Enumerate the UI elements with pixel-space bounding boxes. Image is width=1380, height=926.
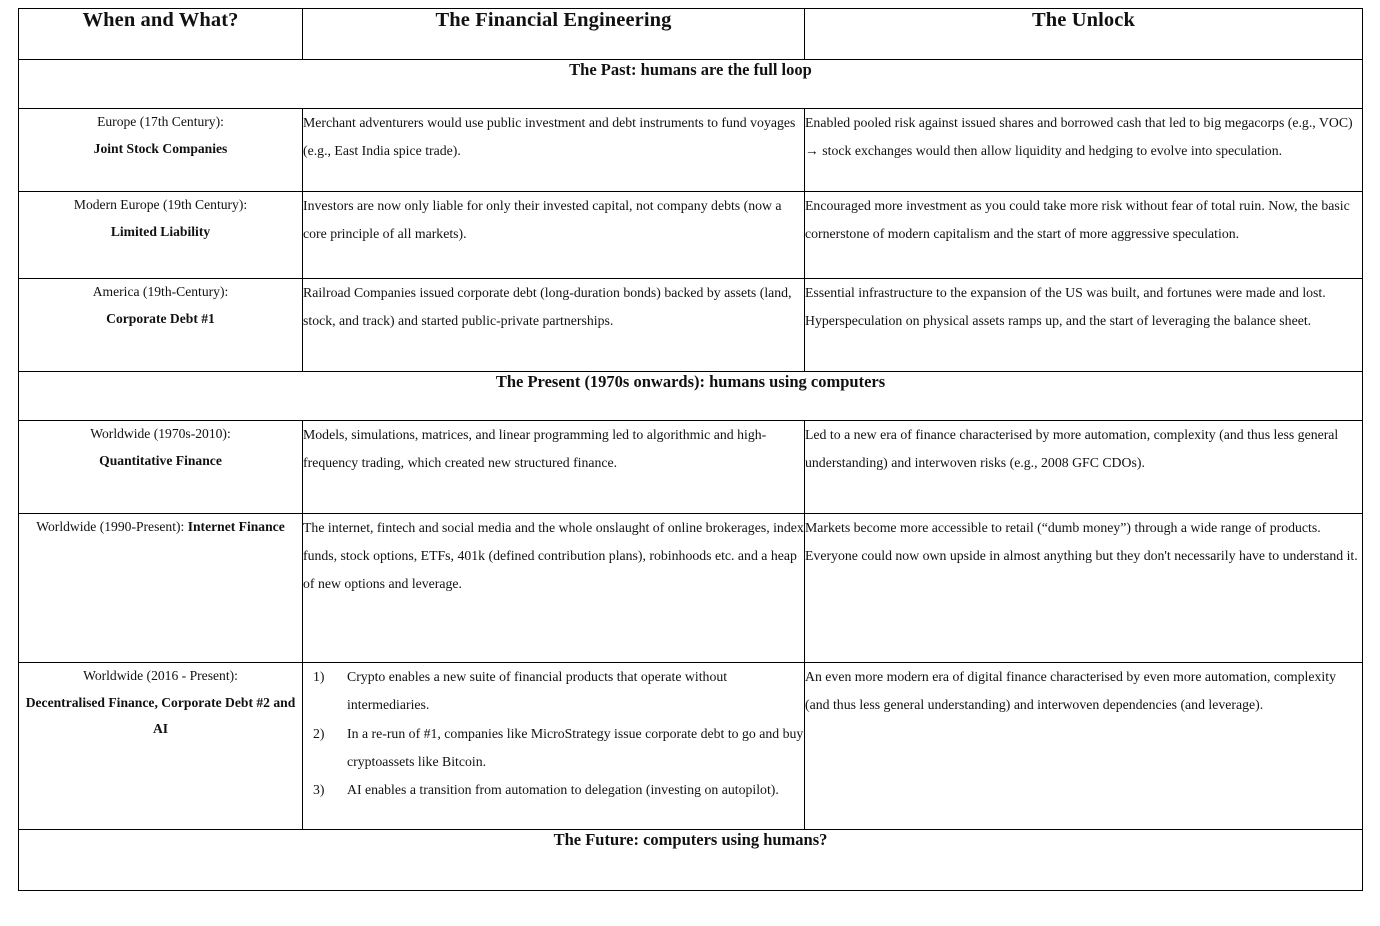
cell-when-joint-stock: Europe (17th Century): Joint Stock Compa…	[18, 108, 303, 192]
cell-unlock-corporate-debt-1: Essential infrastructure to the expansio…	[804, 278, 1363, 372]
era-label: Worldwide (1970s-2010):	[90, 426, 231, 441]
table-row: Modern Europe (19th Century): Limited Li…	[18, 191, 1363, 279]
cell-unlock-defi: An even more modern era of digital finan…	[804, 662, 1363, 830]
list-item: AI enables a transition from automation …	[313, 776, 779, 804]
era-name: Decentralised Finance, Corporate Debt #2…	[25, 694, 296, 737]
cell-when-internet-finance: Worldwide (1990-Present): Internet Finan…	[18, 513, 303, 663]
table-row: Worldwide (2016 - Present): Decentralise…	[18, 662, 1363, 830]
era-label: Europe (17th Century):	[97, 114, 224, 129]
table-row: Worldwide (1990-Present): Internet Finan…	[18, 513, 1363, 663]
list-item: In a re-run of #1, companies like MicroS…	[313, 720, 804, 769]
era-label: Worldwide (2016 - Present):	[83, 668, 238, 683]
section-banner-row-future: The Future: computers using humans?	[18, 829, 1363, 891]
section-banner-past: The Past: humans are the full loop	[18, 59, 1363, 109]
era-label: Modern Europe (19th Century):	[73, 197, 248, 212]
era-name: Corporate Debt #1	[106, 310, 215, 326]
era-label: America (19th-Century):	[92, 284, 229, 299]
era-name: Joint Stock Companies	[93, 140, 228, 156]
column-header-when: When and What?	[18, 8, 303, 60]
section-banner-present: The Present (1970s onwards): humans usin…	[18, 371, 1363, 421]
engineering-numbered-list: Crypto enables a new suite of financial …	[303, 663, 804, 804]
table-row: Worldwide (1970s-2010): Quantitative Fin…	[18, 420, 1363, 514]
cell-engineering-joint-stock: Merchant adventurers would use public in…	[302, 108, 805, 192]
era-name: Quantitative Finance	[99, 452, 222, 468]
era-label: Worldwide (1990-Present):	[36, 519, 188, 534]
section-banner-row-present: The Present (1970s onwards): humans usin…	[18, 371, 1363, 421]
cell-unlock-internet-finance: Markets become more accessible to retail…	[804, 513, 1363, 663]
table-row: Europe (17th Century): Joint Stock Compa…	[18, 108, 1363, 192]
column-header-engineering: The Financial Engineering	[302, 8, 805, 60]
section-banner-future: The Future: computers using humans?	[18, 829, 1363, 891]
table-header: When and What? The Financial Engineering…	[18, 8, 1363, 60]
cell-when-corporate-debt-1: America (19th-Century): Corporate Debt #…	[18, 278, 303, 372]
header-row: When and What? The Financial Engineering…	[18, 8, 1363, 60]
cell-when-quantitative-finance: Worldwide (1970s-2010): Quantitative Fin…	[18, 420, 303, 514]
era-name: Internet Finance	[187, 519, 285, 534]
cell-engineering-defi: Crypto enables a new suite of financial …	[302, 662, 805, 830]
column-header-unlock: The Unlock	[804, 8, 1363, 60]
cell-when-limited-liability: Modern Europe (19th Century): Limited Li…	[18, 191, 303, 279]
cell-engineering-limited-liability: Investors are now only liable for only t…	[302, 191, 805, 279]
cell-engineering-corporate-debt-1: Railroad Companies issued corporate debt…	[302, 278, 805, 372]
cell-unlock-joint-stock: Enabled pooled risk against issued share…	[804, 108, 1363, 192]
era-name: Limited Liability	[110, 223, 211, 239]
cell-unlock-quantitative-finance: Led to a new era of finance characterise…	[804, 420, 1363, 514]
cell-unlock-limited-liability: Encouraged more investment as you could …	[804, 191, 1363, 279]
cell-engineering-internet-finance: The internet, fintech and social media a…	[302, 513, 805, 663]
list-item: Crypto enables a new suite of financial …	[313, 663, 728, 712]
history-of-finance-table: When and What? The Financial Engineering…	[18, 8, 1363, 891]
table-row: America (19th-Century): Corporate Debt #…	[18, 278, 1363, 372]
cell-when-defi: Worldwide (2016 - Present): Decentralise…	[18, 662, 303, 830]
table-body: The Past: humans are the full loop Europ…	[18, 59, 1363, 891]
cell-engineering-quantitative-finance: Models, simulations, matrices, and linea…	[302, 420, 805, 514]
section-banner-row-past: The Past: humans are the full loop	[18, 59, 1363, 109]
